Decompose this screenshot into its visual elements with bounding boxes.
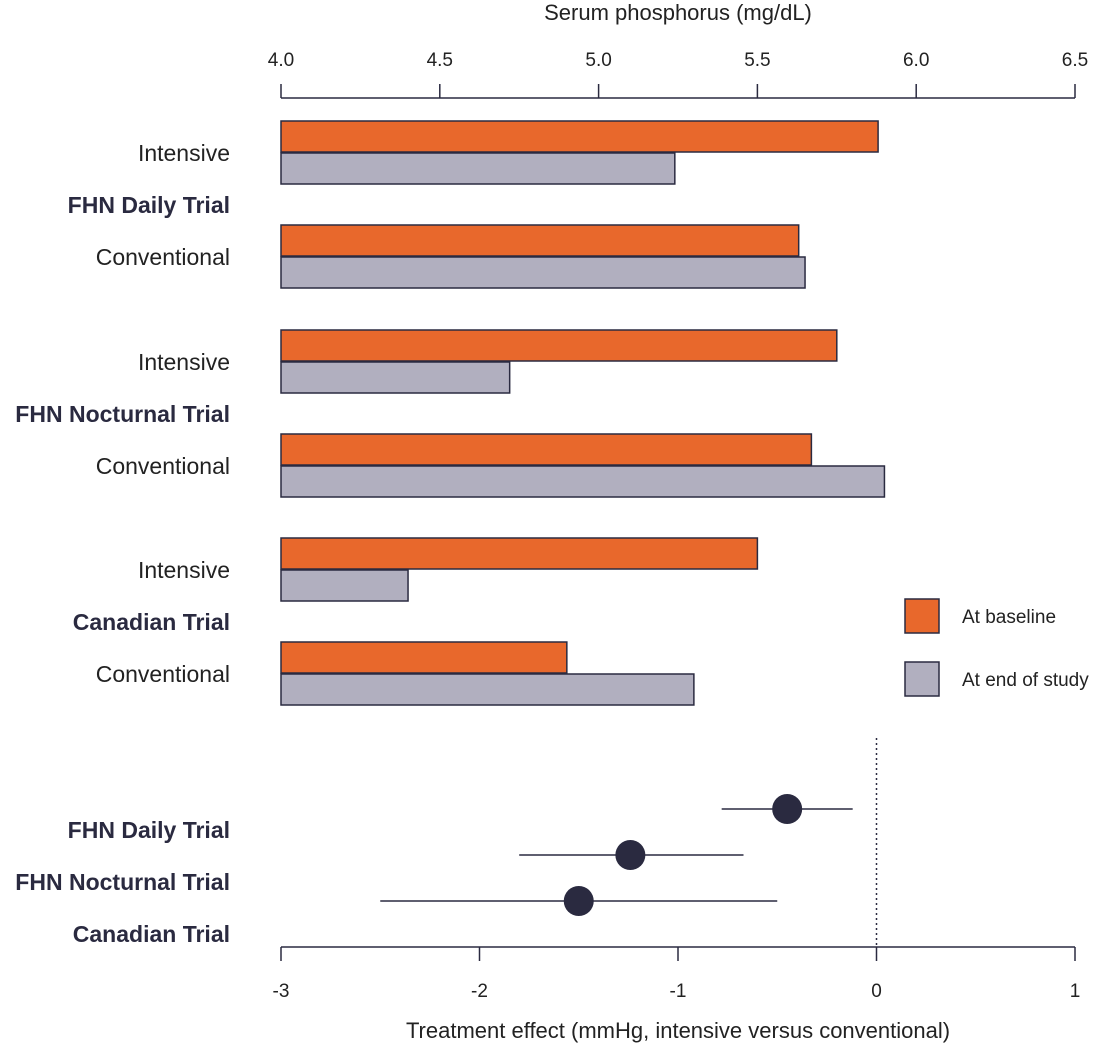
arm-label: Intensive (138, 557, 230, 583)
forest-trial-label: Canadian Trial (73, 921, 230, 947)
bottom-tick-label: 1 (1070, 981, 1081, 1002)
bar-end-of-study (280, 569, 409, 602)
legend-swatch-baseline (904, 598, 940, 634)
arm-label: Intensive (138, 349, 230, 375)
effect-point (615, 840, 646, 870)
bar-baseline (280, 641, 568, 674)
bottom-tick-label: 0 (871, 981, 882, 1002)
arm-label: Conventional (96, 661, 230, 687)
bottom-tick-label: -2 (471, 981, 488, 1002)
top-tick-label: 5.5 (744, 50, 770, 71)
bottom-tick-label: -1 (670, 981, 687, 1002)
trial-label: Canadian Trial (73, 609, 230, 635)
top-tick-label: 4.5 (427, 50, 453, 71)
bar-baseline (280, 433, 813, 466)
legend-label: At end of study (962, 670, 1089, 691)
top-tick-label: 6.0 (903, 50, 929, 71)
bottom-axis-title: Treatment effect (mmHg, intensive versus… (406, 1018, 950, 1043)
bar-baseline (280, 329, 838, 362)
bar-baseline (280, 537, 759, 570)
bar-end-of-study (280, 465, 886, 498)
effect-point (563, 886, 594, 916)
bar-baseline (280, 224, 800, 257)
bar-end-of-study (280, 673, 695, 706)
top-tick-label: 6.5 (1062, 50, 1088, 71)
legend-label: At baseline (962, 607, 1056, 628)
bar-end-of-study (280, 361, 511, 394)
arm-label: Intensive (138, 140, 230, 166)
arm-label: Conventional (96, 453, 230, 479)
top-axis-title: Serum phosphorus (mg/dL) (544, 0, 812, 25)
bottom-tick-label: -3 (273, 981, 290, 1002)
effect-point (772, 794, 803, 824)
bar-end-of-study (280, 152, 676, 185)
trial-label: FHN Nocturnal Trial (15, 401, 230, 427)
arm-label: Conventional (96, 244, 230, 270)
bar-baseline (280, 120, 879, 153)
legend-swatch-end (904, 661, 940, 697)
forest-trial-label: FHN Nocturnal Trial (15, 869, 230, 895)
bar-end-of-study (280, 256, 806, 289)
top-tick-label: 4.0 (268, 50, 294, 71)
trial-label: FHN Daily Trial (68, 192, 230, 218)
top-tick-label: 5.0 (585, 50, 611, 71)
forest-trial-label: FHN Daily Trial (68, 817, 230, 843)
